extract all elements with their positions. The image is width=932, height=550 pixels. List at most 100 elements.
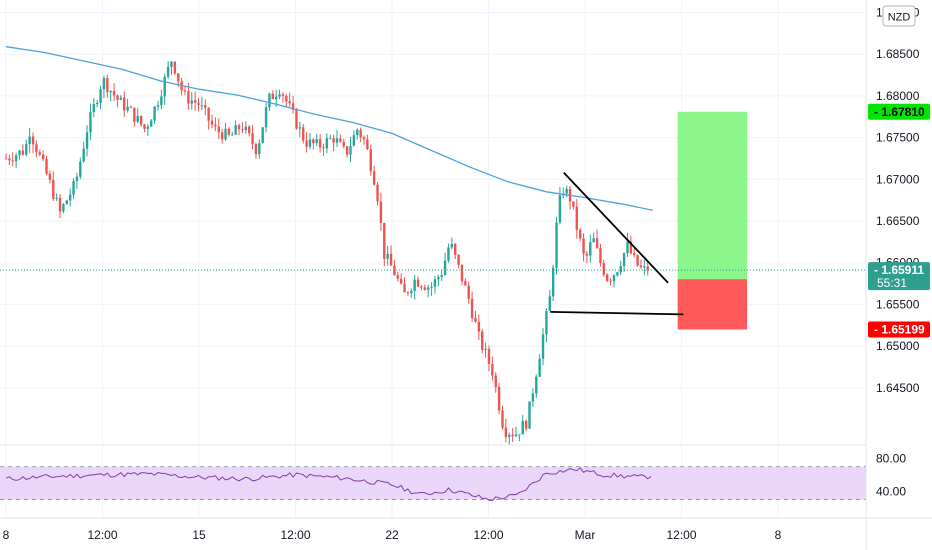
current-price-badge-countdown: 55:31 — [877, 276, 907, 290]
candle — [335, 129, 339, 147]
candle — [484, 342, 487, 358]
candle — [244, 121, 248, 134]
candle — [524, 419, 528, 432]
profit-zone[interactable] — [677, 111, 748, 280]
candle — [48, 170, 52, 184]
candle — [254, 142, 258, 159]
moving-average-line — [5, 46, 653, 211]
candle — [639, 259, 643, 269]
candle — [403, 277, 406, 293]
candle — [312, 138, 315, 150]
candle — [68, 188, 72, 207]
candle — [386, 246, 389, 266]
candle — [133, 107, 136, 127]
candle — [568, 186, 572, 210]
candle — [430, 282, 433, 296]
candle — [123, 90, 126, 117]
candle — [116, 94, 119, 108]
price-pane[interactable] — [0, 46, 866, 446]
long-position-tool[interactable] — [677, 111, 748, 330]
candle — [521, 414, 524, 435]
candle — [643, 259, 646, 276]
candle — [325, 133, 329, 154]
candle — [443, 252, 447, 276]
candle — [467, 281, 470, 304]
candle — [241, 122, 244, 134]
candle — [271, 90, 275, 100]
candle — [406, 291, 410, 297]
price-tick-label: 1.67000 — [876, 172, 920, 186]
candle — [538, 354, 541, 377]
loss-zone[interactable] — [677, 279, 748, 330]
candle — [227, 127, 231, 137]
price-badges: - 1.67810- 1.65803- 1.65199- 1.6591155:3… — [868, 103, 930, 338]
candle — [224, 122, 227, 141]
candle — [173, 61, 177, 76]
candle — [322, 143, 325, 156]
candle — [366, 134, 369, 151]
rsi-tick-label: 40.00 — [876, 484, 906, 498]
candle — [518, 434, 521, 442]
candle — [106, 74, 109, 98]
currency-button[interactable]: NZD — [882, 5, 916, 27]
candle — [200, 96, 204, 111]
candle — [345, 145, 349, 158]
candle — [633, 248, 636, 258]
candle — [82, 141, 85, 163]
candle — [349, 136, 352, 163]
moving-average-layer — [5, 46, 653, 211]
rsi-pane[interactable] — [0, 466, 866, 502]
candle — [339, 134, 342, 143]
candle — [616, 271, 619, 277]
candle — [605, 273, 609, 283]
candle-series — [4, 60, 649, 446]
candle — [193, 91, 197, 111]
candle — [359, 127, 362, 143]
upper-trendline[interactable] — [563, 172, 669, 284]
candle — [35, 140, 38, 158]
candle — [612, 274, 616, 288]
candle — [437, 274, 440, 287]
candle — [329, 134, 332, 140]
candle — [460, 264, 464, 286]
candle — [25, 139, 28, 157]
candle — [258, 139, 261, 159]
candle — [399, 273, 403, 285]
candle — [146, 123, 150, 137]
candle — [457, 254, 460, 269]
candle — [150, 119, 153, 127]
candle — [214, 117, 217, 132]
candle — [72, 178, 75, 199]
candle — [247, 125, 251, 137]
candle — [204, 99, 207, 116]
candle — [551, 264, 555, 302]
candle — [629, 235, 633, 255]
candle — [109, 90, 112, 102]
candle — [102, 75, 106, 99]
stop-price-badge: - 1.65199 — [868, 321, 930, 338]
candle — [508, 432, 511, 446]
candle — [85, 125, 89, 157]
candle — [197, 98, 200, 112]
candle — [160, 89, 163, 110]
candle — [298, 121, 302, 138]
trendline-drawings[interactable] — [550, 172, 684, 316]
price-tick-label: 1.65500 — [876, 297, 920, 311]
price-tick-label: 1.68000 — [876, 89, 920, 103]
candle — [264, 103, 268, 133]
candle — [545, 308, 548, 343]
candle — [278, 89, 281, 100]
time-axis[interactable]: 8 12:00 15 12:00 22 12:00 Mar 12:00 8 — [3, 528, 782, 542]
time-tick-label: 8 — [775, 528, 782, 542]
candle — [636, 254, 639, 267]
candle — [45, 156, 48, 176]
candle — [251, 124, 254, 150]
candle — [562, 187, 565, 199]
candle — [389, 245, 393, 266]
candle — [217, 118, 220, 139]
candle — [156, 100, 160, 111]
candle — [234, 120, 237, 135]
candle — [646, 260, 649, 276]
lower-trendline[interactable] — [550, 311, 684, 316]
